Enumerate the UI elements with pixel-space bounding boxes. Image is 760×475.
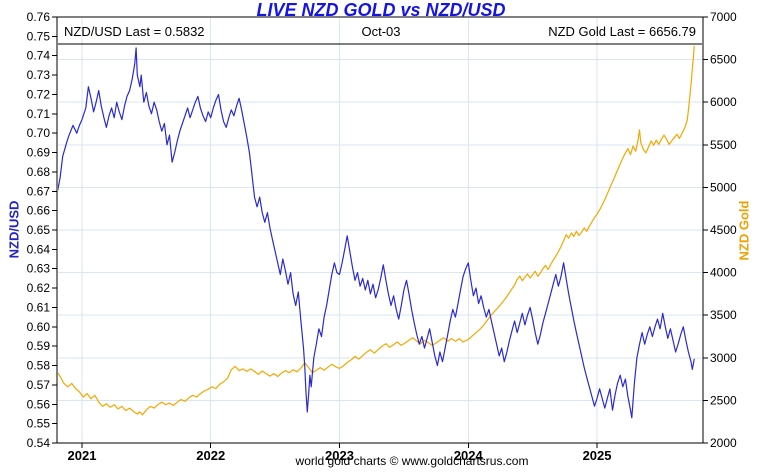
footer-credit: world gold charts © www.goldchartsrus.co… [295,454,529,468]
left-axis-title: NZD/USD [6,200,22,259]
axis-tick-labels: 0.54 0.55 0.56 0.57 0.58 0.59 0.60 0.61 0.62 0.63… [27,10,737,463]
header-date: Oct-03 [361,24,401,39]
svg-text:2025: 2025 [583,448,612,463]
svg-text:4500: 4500 [710,223,737,237]
svg-text:0.69: 0.69 [27,146,51,160]
svg-text:2022: 2022 [196,448,225,463]
svg-text:5500: 5500 [710,138,737,152]
svg-text:0.55: 0.55 [27,417,51,431]
svg-text:2023: 2023 [325,448,354,463]
svg-text:0.57: 0.57 [27,378,51,392]
svg-text:0.63: 0.63 [27,262,51,276]
header-nzdusd-last: NZD/USD Last = 0.5832 [64,24,205,39]
svg-text:0.67: 0.67 [27,184,51,198]
svg-text:0.73: 0.73 [27,68,51,82]
gold-series-line [58,45,695,416]
svg-text:0.66: 0.66 [27,204,51,218]
svg-text:5000: 5000 [710,180,737,194]
svg-text:2500: 2500 [710,393,737,407]
svg-text:3500: 3500 [710,308,737,322]
h-gridlines [58,59,702,401]
svg-text:6500: 6500 [710,53,737,67]
nzdusd-series-line [58,47,695,419]
svg-text:0.64: 0.64 [27,242,51,256]
chart-title: LIVE NZD GOLD vs NZD/USD [256,0,506,20]
svg-text:0.59: 0.59 [27,339,51,353]
svg-text:0.70: 0.70 [27,126,51,140]
svg-text:2000: 2000 [710,436,737,450]
svg-text:0.65: 0.65 [27,223,51,237]
axis-ticks [52,16,708,448]
svg-text:6000: 6000 [710,95,737,109]
right-axis-title: NZD Gold [736,200,752,261]
svg-text:2021: 2021 [68,448,97,463]
svg-text:7000: 7000 [710,10,737,24]
svg-text:0.72: 0.72 [27,87,51,101]
svg-text:0.71: 0.71 [27,107,51,121]
svg-text:0.58: 0.58 [27,359,51,373]
v-gridlines [81,18,598,442]
svg-text:2024: 2024 [454,448,484,463]
svg-text:0.62: 0.62 [27,281,51,295]
header-gold-last: NZD Gold Last = 6656.79 [548,24,696,39]
svg-text:0.76: 0.76 [27,10,51,24]
svg-text:0.74: 0.74 [27,49,51,63]
series-group [58,45,695,419]
svg-text:0.56: 0.56 [27,397,51,411]
svg-text:3000: 3000 [710,351,737,365]
svg-text:4000: 4000 [710,266,737,280]
svg-text:0.60: 0.60 [27,320,51,334]
svg-text:0.54: 0.54 [27,436,51,450]
svg-text:0.75: 0.75 [27,29,51,43]
svg-text:0.61: 0.61 [27,300,51,314]
svg-text:0.68: 0.68 [27,165,51,179]
